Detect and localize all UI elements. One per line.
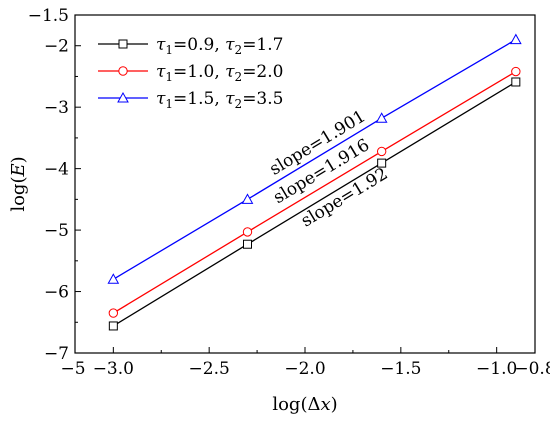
legend-entry-2: τ1=1.5, τ2=3.5 (98, 89, 283, 111)
data-point (108, 321, 118, 331)
legend-marker (118, 66, 128, 76)
x-axis-title: log(Δx) (272, 394, 337, 415)
legend-marker (117, 91, 129, 103)
y-tick-label: −3 (44, 98, 69, 118)
x-edge-tick-label: −5 (60, 359, 85, 379)
series-line (112, 70, 517, 314)
legend-label: τ1=1.0, τ2=2.0 (156, 62, 283, 84)
data-point (509, 33, 522, 45)
data-point (242, 227, 253, 237)
x-tick-label: −3.0 (93, 359, 134, 379)
data-point (376, 146, 387, 157)
legend-marker (118, 39, 128, 49)
data-point (511, 66, 521, 77)
data-point (377, 158, 387, 168)
legend-entry-1: τ1=1.0, τ2=2.0 (98, 62, 283, 84)
series-0 (108, 77, 521, 331)
legend: τ1=0.9, τ2=1.7 τ1=1.0, τ2=2.0 τ1=1.5, τ2=3… (98, 35, 283, 111)
series-layer (107, 33, 522, 331)
series-line (112, 81, 517, 327)
legend-label: τ1=0.9, τ2=1.7 (156, 35, 283, 57)
data-point (108, 308, 119, 318)
y-axis-title: log(E) (8, 156, 29, 211)
legend-label: τ1=1.5, τ2=3.5 (156, 89, 283, 111)
series-1 (108, 66, 521, 318)
data-point (243, 239, 252, 249)
series-line (113, 39, 517, 280)
y-tick-label: −6 (44, 283, 69, 303)
x-tick-label: −1.0 (476, 359, 517, 379)
y-tick-label: −5 (44, 221, 69, 241)
y-tick-label: −1.5 (28, 6, 69, 26)
data-point (511, 77, 521, 87)
legend-entry-0: τ1=0.9, τ2=1.7 (98, 35, 283, 57)
data-point (241, 193, 254, 204)
y-tick-label: −7 (44, 344, 69, 364)
x-tick-label: −0.8 (514, 359, 550, 379)
data-point (375, 112, 388, 123)
data-point (107, 273, 120, 284)
x-tick-label: −1.5 (380, 359, 421, 379)
series-2 (107, 33, 522, 284)
x-tick-label: −2.5 (189, 359, 230, 379)
axis-ticks: −3.0 −2.5 −2.0 −1.5 −1.0−0.8 −1.5 −2 −3 −4 −5 −6 −7 (28, 6, 550, 379)
y-tick-label: −2 (44, 37, 69, 57)
x-tick-label: −2.0 (284, 359, 325, 379)
y-tick-label: −4 (44, 160, 69, 180)
